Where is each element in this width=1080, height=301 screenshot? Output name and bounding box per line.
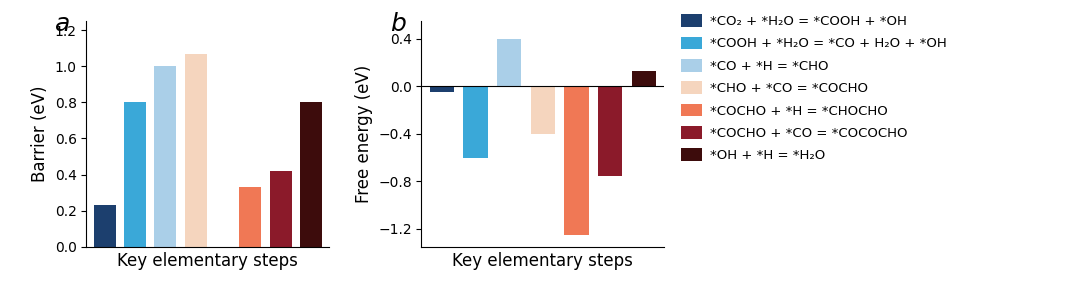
Text: b: b bbox=[390, 12, 406, 36]
Text: a: a bbox=[55, 12, 70, 36]
Bar bbox=[300, 102, 322, 247]
Legend: *CO₂ + *H₂O = *COOH + *OH, *COOH + *H₂O = *CO + H₂O + *OH, *CO + *H = *CHO, *CHO: *CO₂ + *H₂O = *COOH + *OH, *COOH + *H₂O … bbox=[680, 14, 946, 162]
Bar bbox=[632, 71, 657, 86]
Y-axis label: Barrier (eV): Barrier (eV) bbox=[31, 86, 49, 182]
Bar bbox=[565, 86, 589, 235]
Bar bbox=[240, 187, 261, 247]
X-axis label: Key elementary steps: Key elementary steps bbox=[453, 252, 633, 270]
Bar bbox=[94, 205, 116, 247]
Bar bbox=[530, 86, 555, 134]
Bar bbox=[430, 86, 454, 92]
Bar bbox=[497, 39, 522, 86]
Bar bbox=[598, 86, 622, 175]
Bar bbox=[124, 102, 146, 247]
Y-axis label: Free energy (eV): Free energy (eV) bbox=[354, 65, 373, 203]
Bar bbox=[185, 54, 206, 247]
Bar bbox=[270, 171, 292, 247]
X-axis label: Key elementary steps: Key elementary steps bbox=[118, 252, 298, 270]
Bar bbox=[463, 86, 487, 158]
Bar bbox=[154, 66, 176, 247]
